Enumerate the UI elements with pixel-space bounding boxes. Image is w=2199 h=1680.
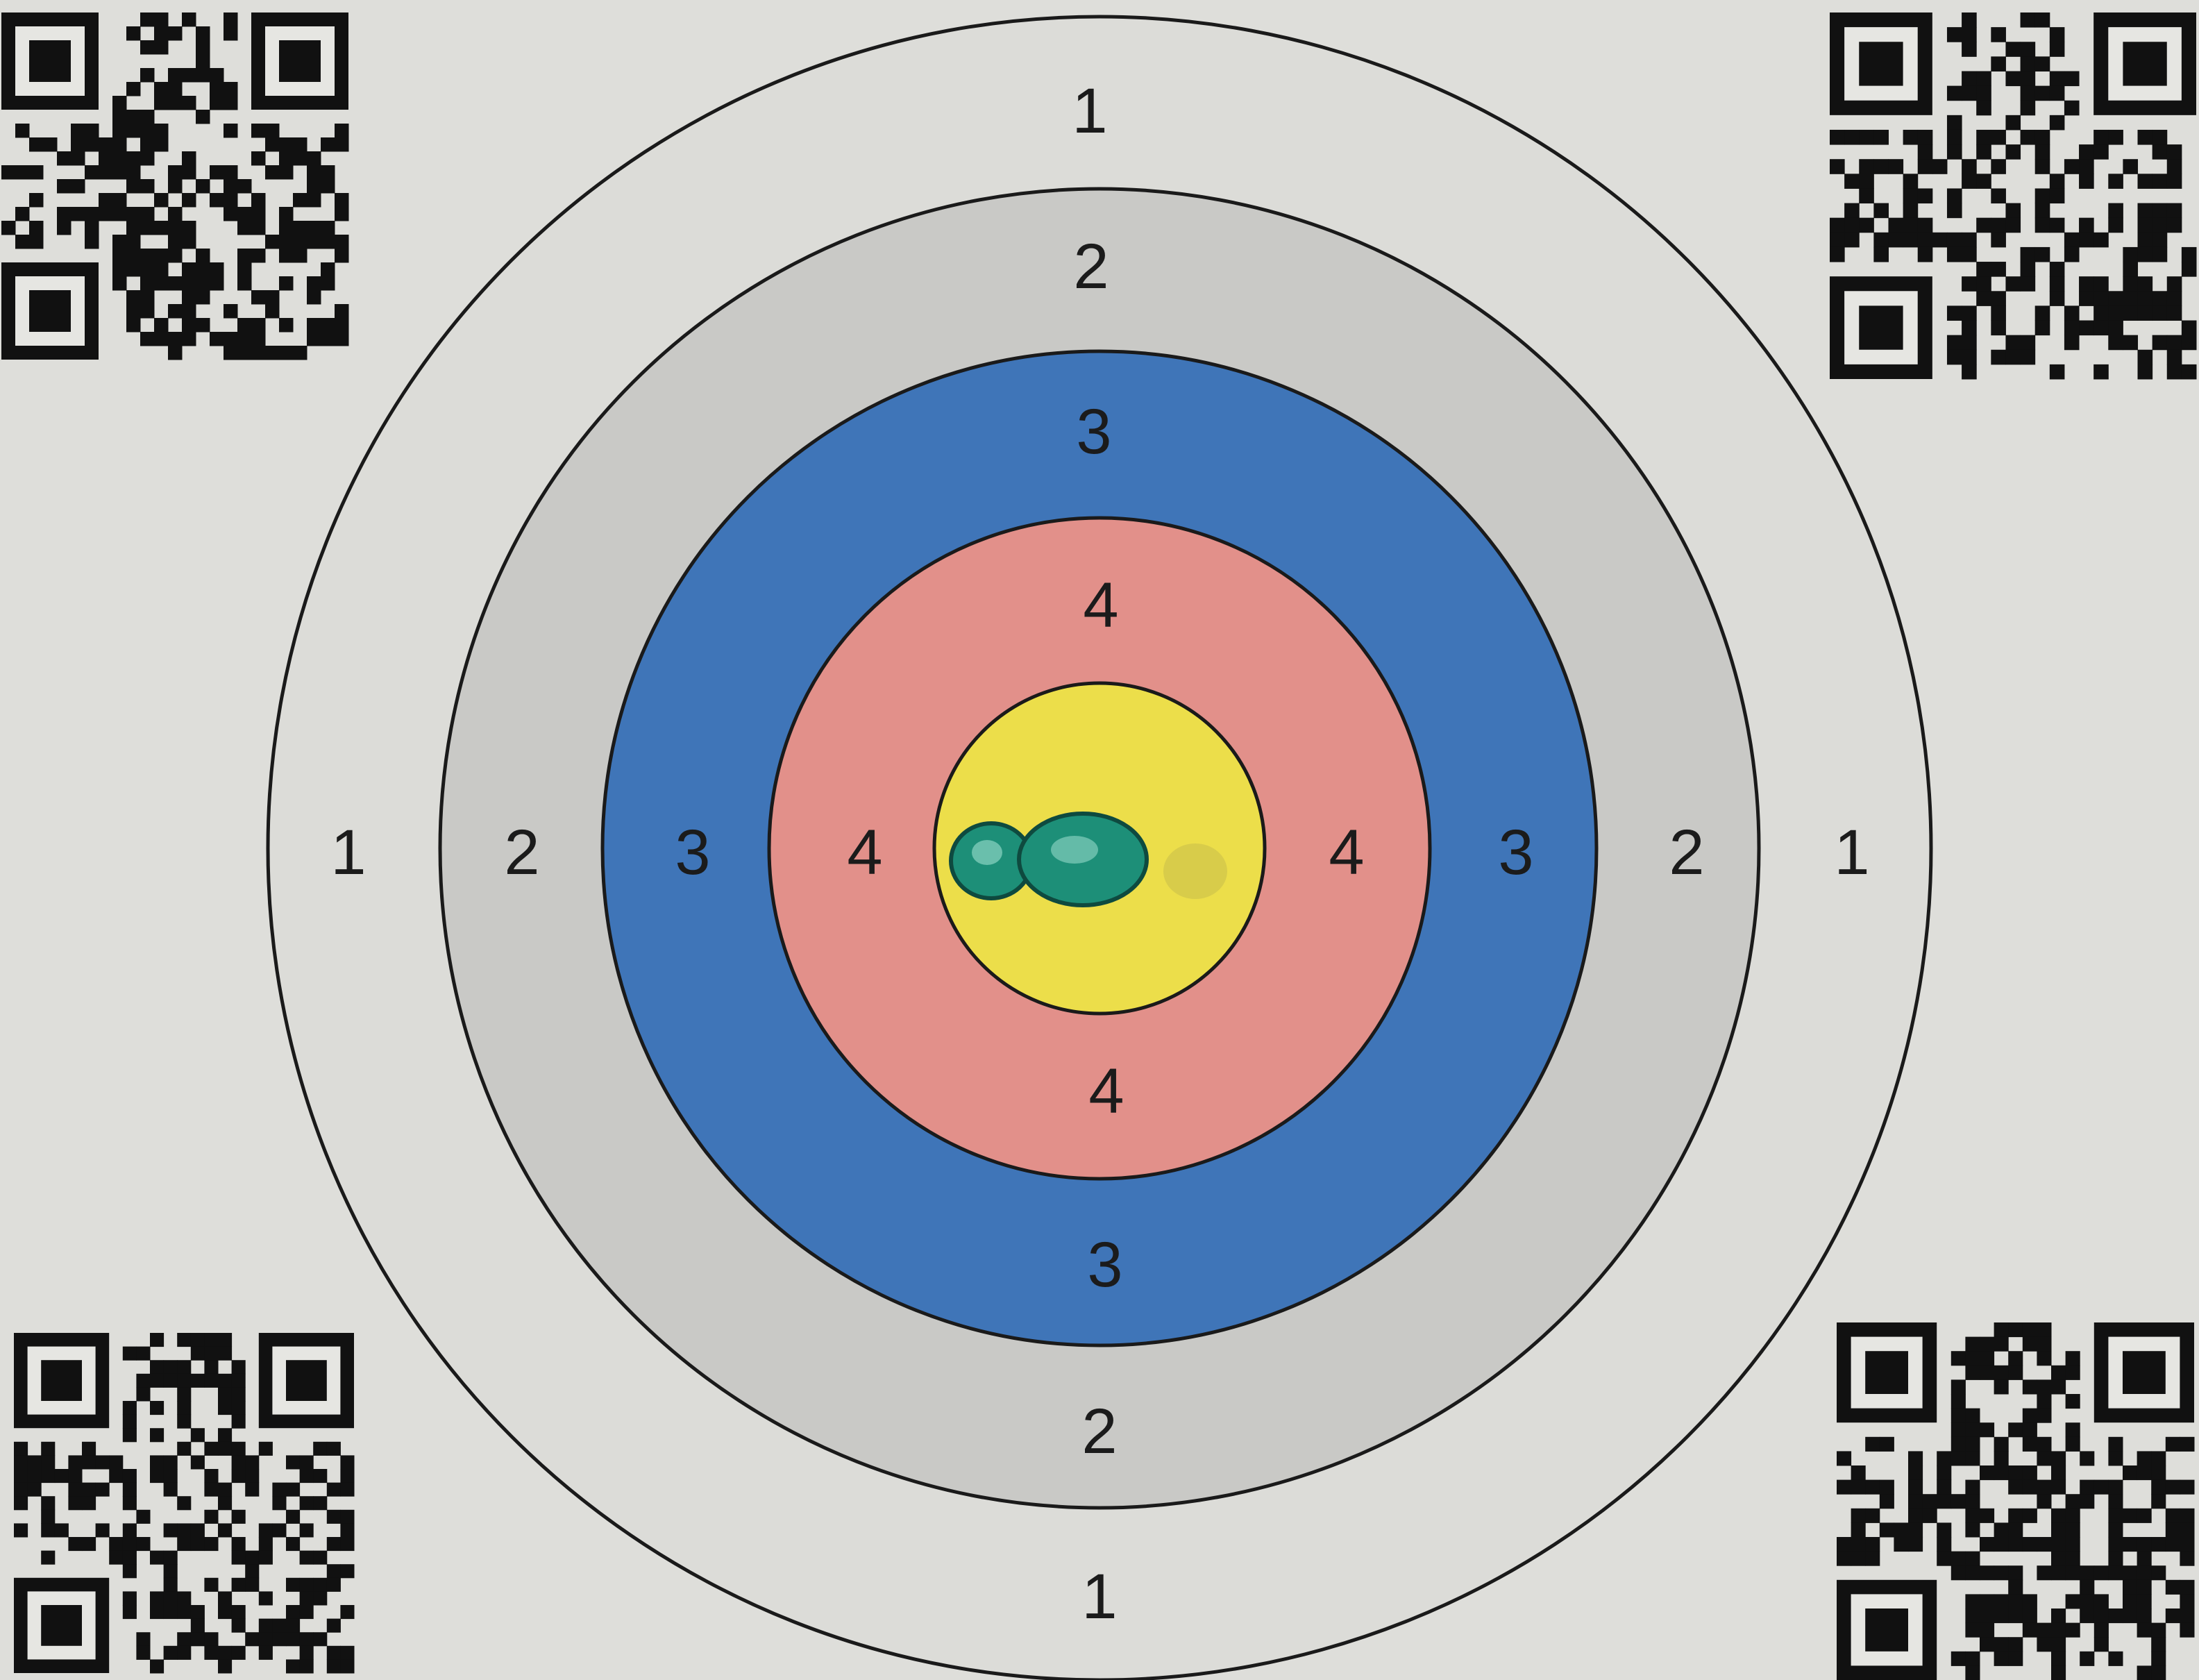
qr-code-bottom-left [14,1333,355,1674]
ring-number-3-right: 3 [1498,817,1533,888]
ring-number-3-bottom: 3 [1087,1229,1122,1300]
ring-number-2-right: 2 [1669,817,1704,888]
ring-number-2-left: 2 [504,817,539,888]
ring-number-4-left: 4 [847,817,882,888]
ring-number-1-left: 1 [330,817,366,888]
ring-number-4-bottom: 4 [1088,1056,1124,1127]
pellet-highlight [972,840,1002,865]
pellet-highlight [1051,836,1098,864]
ring-number-2-top: 2 [1073,231,1109,302]
ring-number-1-bottom: 1 [1081,1561,1117,1632]
ring-number-4-top: 4 [1083,570,1118,641]
ring-numbers: 1 1 1 1 2 2 2 2 3 3 3 3 4 4 4 4 [330,76,1869,1632]
ring-number-1-top: 1 [1072,76,1107,146]
ring-number-4-right: 4 [1329,817,1364,888]
ring-number-1-right: 1 [1834,817,1869,888]
qr-code-top-right [1830,12,2197,380]
pellet-holes [949,812,1227,907]
ring-number-2-bottom: 2 [1081,1396,1117,1467]
pellet-shadow [1163,843,1227,899]
qr-code-bottom-right [1837,1322,2195,1680]
ring-number-3-left: 3 [675,817,710,888]
qr-code-top-left [1,12,349,360]
ring-number-3-top: 3 [1076,396,1111,467]
